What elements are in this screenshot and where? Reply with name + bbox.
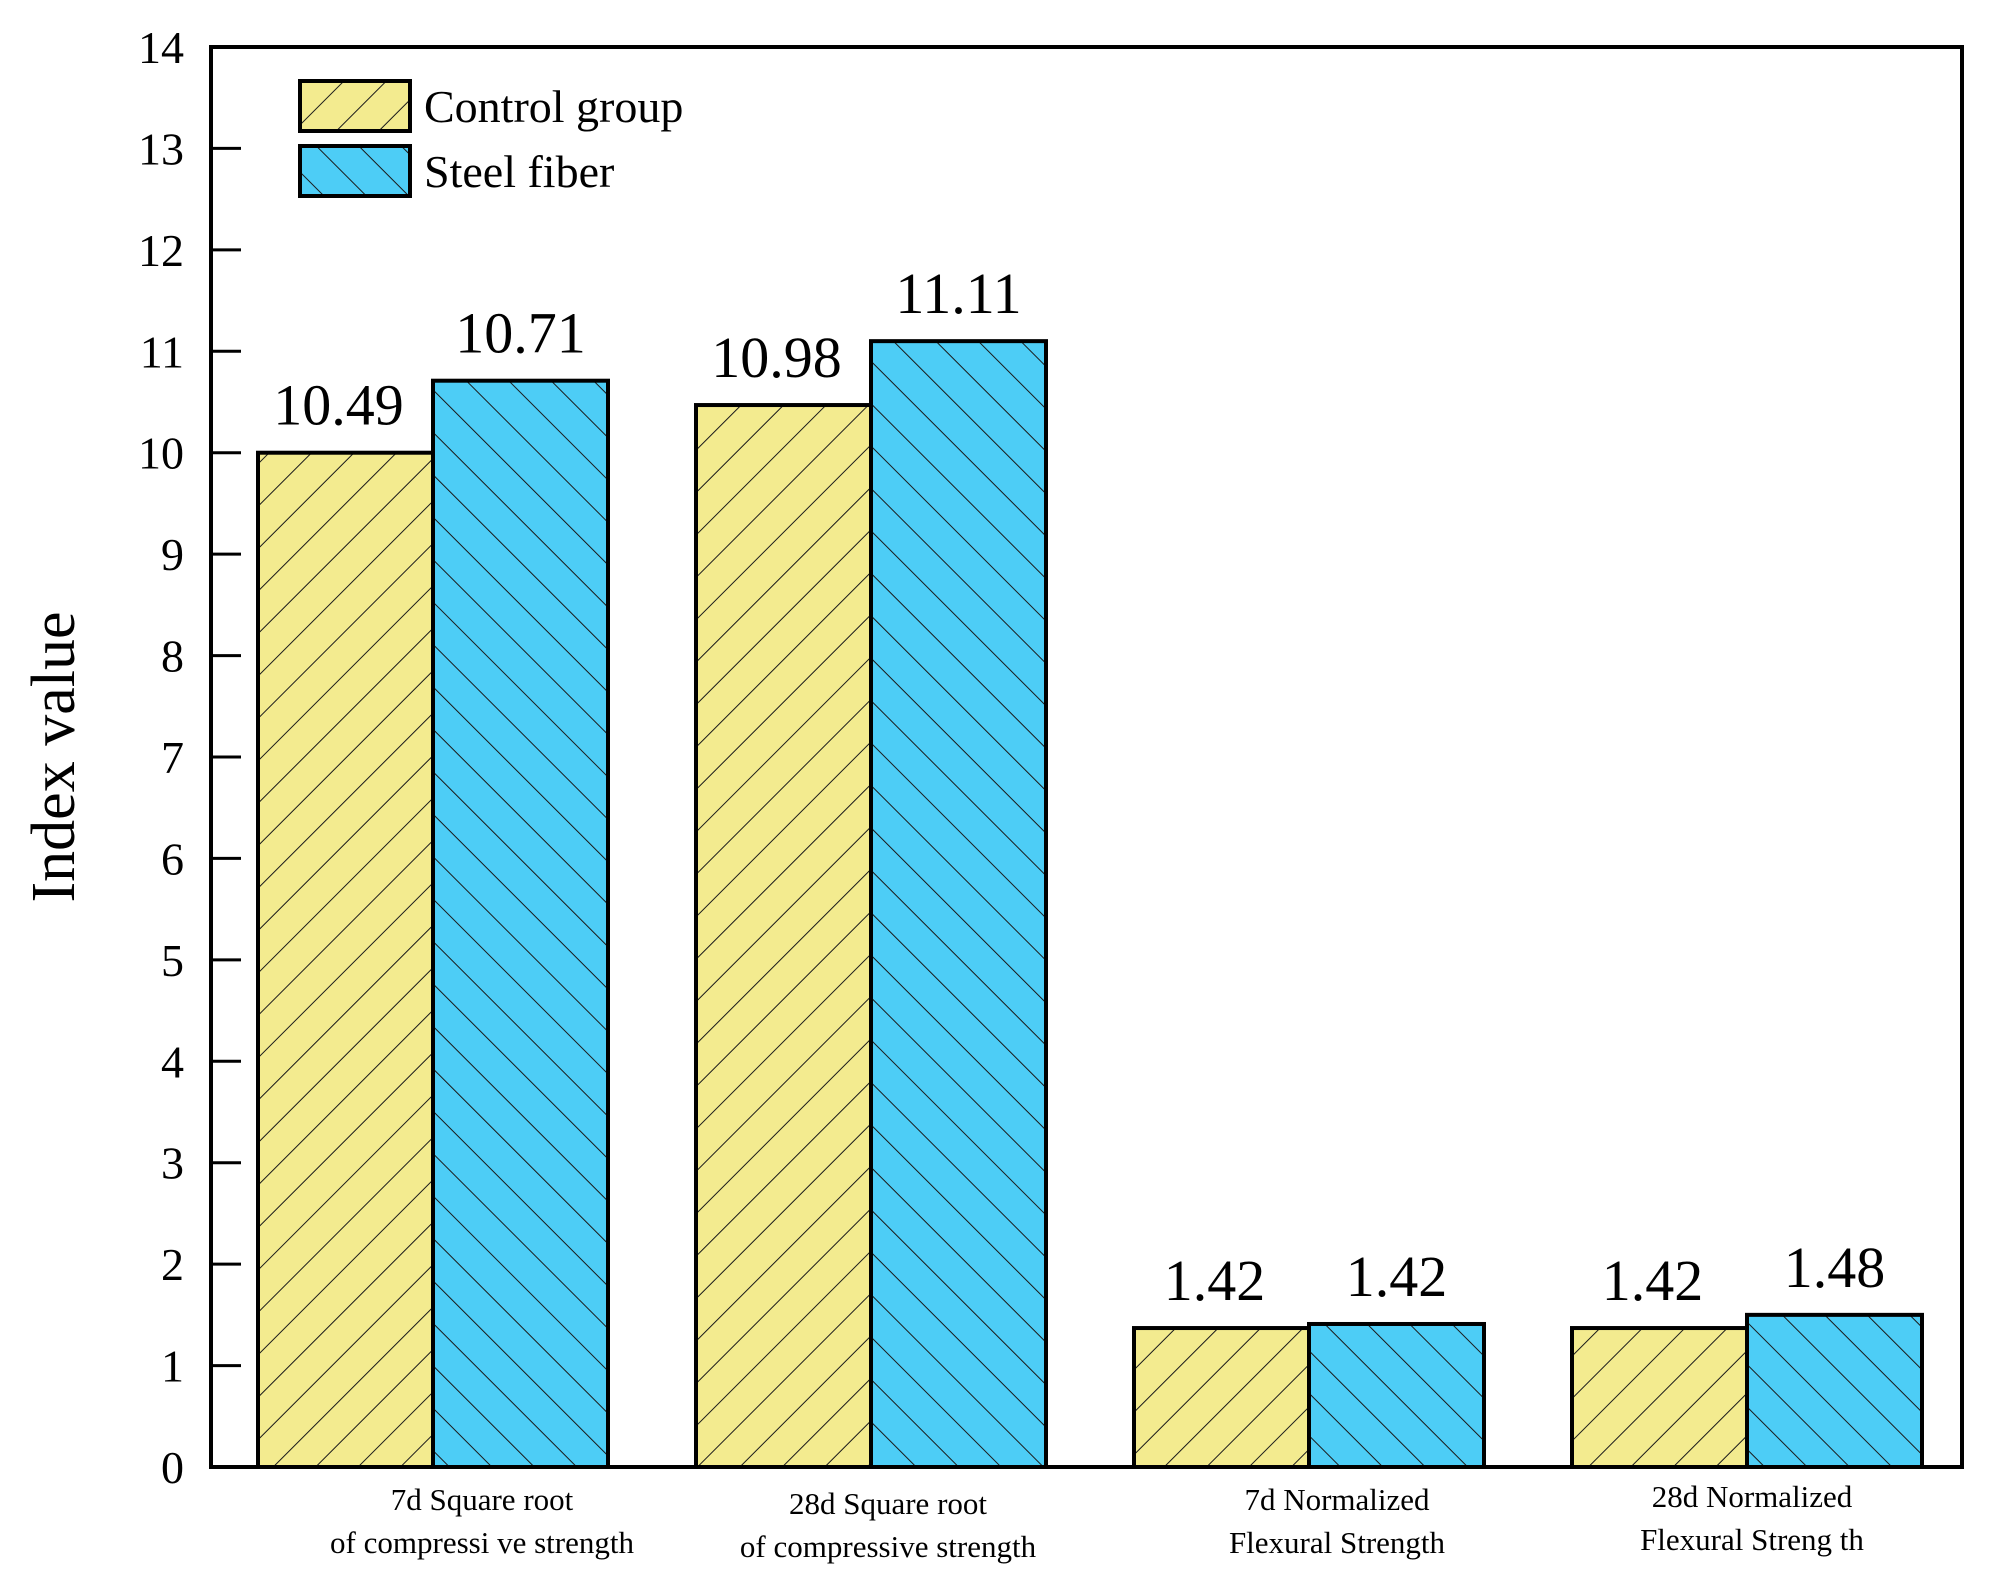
bar-control-4 (1570, 1326, 1749, 1469)
legend-swatch (298, 144, 412, 198)
y-tick-label: 2 (161, 1239, 184, 1290)
y-tick-label: 10 (138, 428, 184, 479)
bar-hatch (431, 378, 610, 1470)
bar-hatch (1745, 1312, 1924, 1470)
legend-label: Control group (424, 81, 683, 132)
category-label: 28d Normalized (1652, 1479, 1853, 1514)
data-label: 10.49 (273, 373, 404, 438)
y-tick-label: 9 (161, 529, 184, 580)
y-tick-label: 8 (161, 631, 184, 682)
legend-item-steel: Steel fiber (298, 144, 614, 198)
category-label: 7d Normalized (1244, 1482, 1430, 1517)
y-tick-label: 11 (140, 326, 184, 377)
legend-swatch (298, 79, 412, 133)
y-tick-label: 5 (161, 935, 184, 986)
category-label: Flexural Strength (1229, 1525, 1446, 1560)
data-label: 1.42 (1602, 1248, 1704, 1313)
category-label: of compressi ve strength (330, 1525, 634, 1560)
data-label: 11.11 (895, 261, 1021, 326)
bar-hatch (1307, 1321, 1486, 1469)
bar-control-1 (256, 450, 435, 1469)
data-label: 1.48 (1784, 1235, 1886, 1300)
data-label: 1.42 (1346, 1244, 1448, 1309)
y-tick-label: 13 (138, 123, 184, 174)
bar-control-3 (1132, 1326, 1311, 1469)
y-tick-label: 7 (161, 732, 184, 783)
y-tick-label: 1 (161, 1341, 184, 1392)
category-label: of compressive strength (740, 1529, 1037, 1564)
bar-hatch (1570, 1326, 1749, 1469)
y-tick-label: 4 (161, 1036, 184, 1087)
y-tick-label: 3 (161, 1138, 184, 1189)
y-tick-label: 0 (161, 1442, 184, 1493)
data-label: 10.71 (455, 301, 586, 366)
category-label: 28d Square root (789, 1486, 987, 1521)
data-label: 1.42 (1164, 1248, 1266, 1313)
bar-hatch (256, 450, 435, 1469)
category-label: 7d Square root (391, 1482, 574, 1517)
bar-steel-3 (1307, 1321, 1486, 1469)
y-tick-label: 14 (138, 22, 184, 73)
legend-item-control: Control group (298, 79, 683, 133)
bar-control-2 (694, 403, 873, 1469)
data-label: 10.98 (711, 325, 842, 390)
bar-hatch (694, 403, 873, 1469)
legend-label: Steel fiber (424, 146, 614, 197)
category-label: Flexural Streng th (1640, 1522, 1864, 1557)
bar-hatch (1132, 1326, 1311, 1469)
bar-steel-1 (431, 378, 610, 1470)
y-tick-label: 12 (138, 225, 184, 276)
bar-hatch (869, 339, 1048, 1470)
bar-steel-4 (1745, 1312, 1924, 1470)
y-axis-title: Index value (20, 612, 88, 903)
y-tick-label: 6 (161, 833, 184, 884)
bar-steel-2 (869, 339, 1048, 1470)
